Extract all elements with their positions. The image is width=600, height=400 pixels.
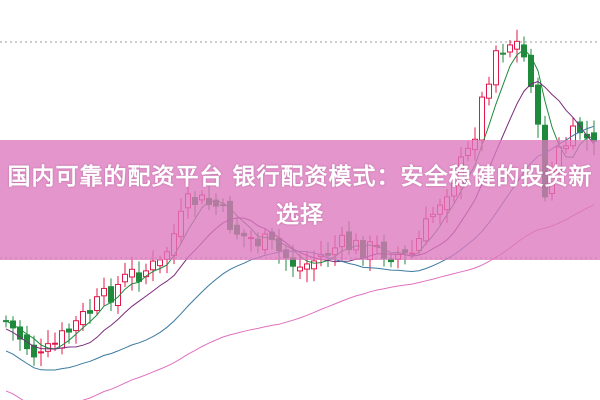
candle-body	[297, 266, 303, 272]
candle-body	[577, 121, 583, 134]
candle-body	[304, 263, 310, 270]
candle-body	[500, 52, 506, 55]
candle-body	[535, 84, 541, 125]
candle-body	[87, 310, 93, 314]
candle-body	[507, 44, 513, 53]
candle-body	[493, 50, 499, 86]
candle-body	[514, 40, 520, 50]
candle-body	[479, 96, 485, 141]
candle-body	[101, 287, 107, 297]
candle-body	[80, 311, 86, 326]
candle-body	[108, 286, 114, 303]
candle-body	[136, 272, 142, 282]
candle-body	[157, 259, 163, 267]
candle-body	[528, 54, 534, 88]
candle-body	[122, 273, 128, 283]
candle-body	[31, 344, 37, 358]
headline-text: 国内可靠的配资平台 银行配资模式：安全稳健的投资新选择	[7, 164, 593, 228]
candle-body	[129, 268, 135, 278]
candle-body	[66, 328, 72, 333]
candle-body	[52, 342, 58, 345]
candle-body	[150, 260, 156, 271]
candle-body	[486, 83, 492, 99]
candle-body	[94, 296, 100, 312]
candle-body	[17, 326, 23, 340]
candle-body	[115, 283, 121, 306]
candle-body	[311, 260, 317, 270]
candle-body	[73, 320, 79, 332]
candle-body	[38, 351, 44, 354]
headline-banner	[0, 140, 600, 260]
